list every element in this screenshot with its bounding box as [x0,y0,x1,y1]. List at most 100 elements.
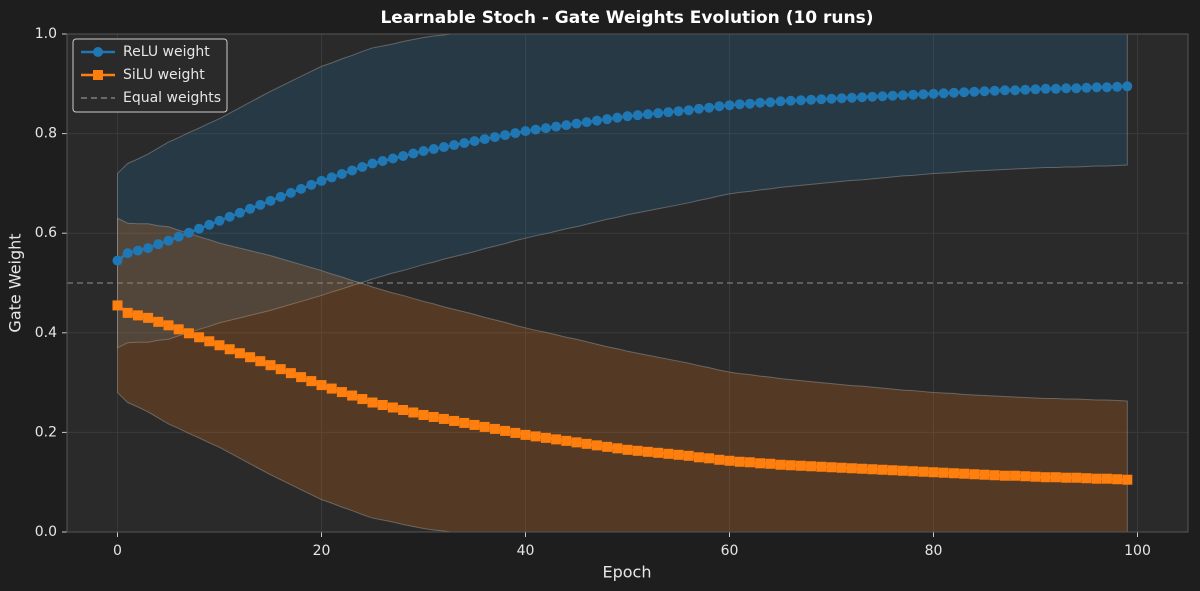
series-line [116,304,1128,481]
marker [816,94,827,105]
marker [1122,474,1133,485]
marker [734,456,745,467]
marker [581,117,592,128]
marker [683,450,694,461]
marker [93,70,103,80]
marker [683,105,694,116]
marker [520,126,531,137]
marker [428,411,439,422]
marker [326,383,337,394]
marker [204,219,215,230]
marker [418,409,429,420]
marker [653,108,664,119]
marker [979,86,990,97]
marker [387,402,398,413]
marker [918,89,929,100]
x-axis-label: Epoch [603,563,652,582]
marker [846,463,857,474]
x-tick-label: 20 [313,543,331,559]
marker [510,128,521,139]
marker [663,448,674,459]
marker [438,142,449,153]
marker [755,97,766,108]
marker [561,120,572,131]
marker [122,248,133,259]
marker [489,132,500,143]
marker [704,453,715,464]
marker [347,390,358,401]
marker [1010,470,1021,481]
marker [540,123,551,134]
marker [1081,82,1092,93]
marker [316,175,327,186]
marker [1020,84,1031,95]
marker [367,397,378,408]
marker [867,91,878,102]
marker [1101,82,1112,93]
marker [112,255,123,266]
marker [520,429,531,440]
marker [1010,85,1021,96]
marker [336,387,347,398]
marker [173,231,184,242]
marker [887,90,898,101]
marker [234,348,245,359]
marker [449,140,460,151]
marker [306,179,317,190]
marker [1040,83,1051,94]
marker [642,109,653,120]
marker [306,376,317,387]
legend-box [72,38,228,113]
marker [999,470,1010,481]
marker [194,223,205,234]
marker [438,413,449,424]
marker [602,441,613,452]
marker [1050,472,1061,483]
marker [938,88,949,99]
marker [459,138,470,149]
marker [469,136,480,147]
marker [398,404,409,415]
marker [795,460,806,471]
marker [744,457,755,468]
marker [591,440,602,451]
marker [1091,473,1102,484]
marker [989,85,1000,96]
marker [755,458,766,469]
marker [1101,473,1112,484]
marker [530,124,541,135]
marker [734,99,745,110]
marker [153,316,164,327]
y-tick-label: 0.0 [35,524,57,540]
marker [775,96,786,107]
marker [989,470,1000,481]
marker [622,444,633,455]
legend-label: SiLU weight [123,67,205,83]
marker [612,443,623,454]
marker [265,360,276,371]
marker [357,394,368,405]
marker [500,130,511,141]
plot-area [67,34,1188,532]
marker [245,352,256,363]
marker [479,421,490,432]
marker [540,432,551,443]
marker [642,446,653,457]
marker [571,118,582,129]
marker [112,300,123,311]
marker [316,380,327,391]
marker [1061,472,1072,483]
marker [765,97,776,108]
x-tick-label: 0 [113,543,122,559]
marker [398,151,409,162]
marker [867,464,878,475]
marker [795,95,806,106]
marker [999,85,1010,96]
marker [173,324,184,335]
marker [296,372,307,383]
marker [948,468,959,479]
marker [632,110,643,121]
marker [377,155,388,166]
marker [857,92,868,103]
